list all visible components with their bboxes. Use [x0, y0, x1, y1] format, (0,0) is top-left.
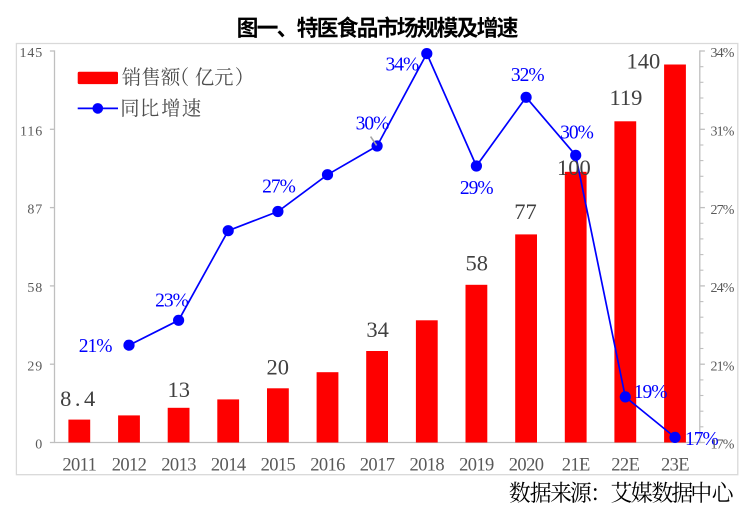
svg-text:119: 119 [609, 85, 642, 110]
svg-text:27%: 27% [711, 203, 735, 218]
svg-text:32%: 32% [511, 65, 545, 86]
svg-text:30%: 30% [560, 122, 594, 143]
svg-text:34: 34 [366, 317, 389, 342]
svg-text:0: 0 [35, 438, 43, 453]
svg-text:23E: 23E [661, 456, 689, 476]
svg-text:17%: 17% [711, 438, 735, 453]
svg-text:24%: 24% [711, 281, 735, 296]
svg-text:21%: 21% [711, 359, 735, 374]
svg-text:22E: 22E [611, 456, 639, 476]
svg-text:58: 58 [27, 281, 43, 296]
svg-text:2012: 2012 [112, 456, 147, 476]
svg-text:34%: 34% [711, 46, 735, 61]
svg-text:2014: 2014 [211, 456, 246, 476]
svg-text:140: 140 [627, 49, 661, 74]
svg-text:21%: 21% [79, 336, 113, 357]
svg-text:2017: 2017 [360, 456, 395, 476]
svg-text:21E: 21E [562, 456, 590, 476]
svg-text:145: 145 [19, 46, 43, 61]
svg-text:2013: 2013 [161, 456, 196, 476]
svg-text:29: 29 [27, 359, 43, 374]
svg-text:116: 116 [20, 124, 43, 139]
svg-text:20: 20 [267, 355, 290, 380]
svg-text:77: 77 [514, 199, 537, 224]
svg-text:27%: 27% [262, 177, 296, 198]
svg-text:29%: 29% [460, 178, 494, 199]
svg-text:2015: 2015 [261, 456, 296, 476]
svg-text:2016: 2016 [310, 456, 345, 476]
svg-text:13: 13 [167, 377, 190, 402]
svg-text:2011: 2011 [62, 456, 96, 476]
svg-text:31%: 31% [711, 125, 735, 140]
svg-text:19%: 19% [634, 382, 668, 403]
svg-text:34%: 34% [386, 54, 420, 75]
svg-text:87: 87 [27, 203, 43, 218]
svg-text:2019: 2019 [459, 456, 494, 476]
svg-text:2018: 2018 [409, 456, 444, 476]
svg-text:30%: 30% [356, 114, 390, 135]
svg-text:2020: 2020 [509, 456, 544, 476]
svg-text:23%: 23% [155, 291, 189, 312]
svg-text:58: 58 [465, 251, 488, 276]
svg-text:17%: 17% [685, 429, 719, 450]
svg-text:8.4: 8.4 [60, 386, 99, 411]
